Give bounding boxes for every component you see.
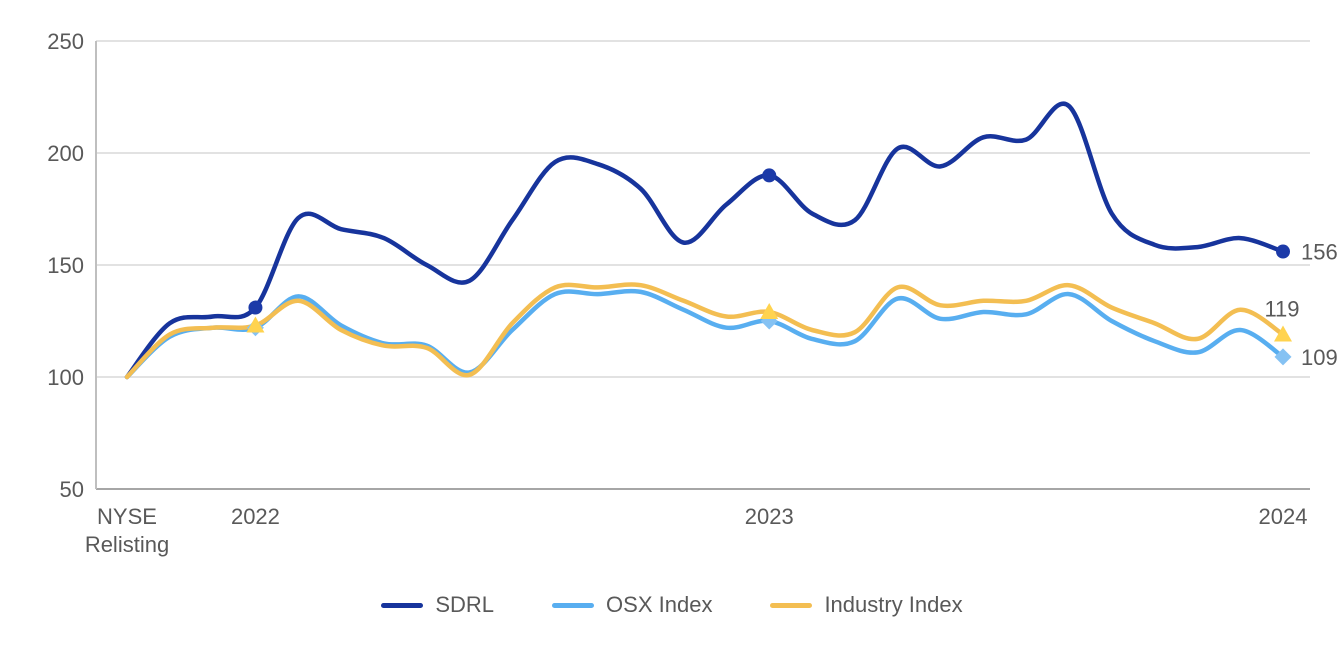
sdrl-marker-circle	[1276, 244, 1290, 259]
legend-swatch-industry-index	[770, 602, 813, 608]
industry-index-line	[124, 282, 1286, 380]
legend-swatch-sdrl	[381, 602, 424, 608]
legend-item-sdrl: SDRL	[381, 592, 494, 618]
industry-index-marker-triangle	[246, 316, 265, 333]
y-tick-label: 200	[47, 141, 84, 166]
y-tick-label: 50	[60, 477, 84, 502]
chart-legend: SDRL OSX Index Industry Index	[0, 592, 1344, 618]
osx-index-line	[124, 288, 1286, 380]
sdrl-end-value-label: 156	[1301, 240, 1338, 265]
chart-plot-area: 50 100 150 200 250 NYSE Relisting 2022 2023 2024 1…	[47, 29, 1338, 557]
y-tick-label: 150	[47, 253, 84, 278]
industry-index-marker-triangle	[1274, 325, 1292, 342]
x-tick-label: 2024	[1259, 504, 1308, 529]
osx-index-end-value-label: 109	[1301, 345, 1338, 370]
legend-item-industry-index: Industry Index	[770, 592, 963, 618]
x-tick-label: 2023	[745, 504, 794, 529]
osx-index-marker-diamond	[1274, 348, 1292, 366]
sdrl-line	[124, 101, 1286, 380]
sdrl-marker-circle	[762, 168, 777, 183]
legend-label-industry-index: Industry Index	[824, 592, 963, 617]
legend-label-sdrl: SDRL	[435, 592, 495, 617]
y-tick-label: 100	[47, 365, 84, 390]
legend-item-osx-index: OSX Index	[552, 592, 712, 618]
y-tick-label: 250	[47, 29, 84, 54]
x-tick-label: NYSE	[97, 504, 157, 529]
x-tick-label: Relisting	[85, 532, 169, 557]
sdrl-marker-circle	[248, 300, 263, 315]
industry-index-end-value-label: 119	[1264, 296, 1299, 321]
legend-swatch-osx-index	[552, 602, 595, 608]
industry-index-marker-triangle	[760, 303, 779, 320]
x-tick-label: 2022	[231, 504, 280, 529]
legend-label-osx-index: OSX Index	[606, 592, 713, 617]
